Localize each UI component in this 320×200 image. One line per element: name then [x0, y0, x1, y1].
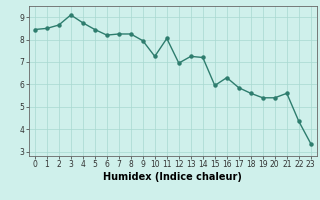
X-axis label: Humidex (Indice chaleur): Humidex (Indice chaleur): [103, 172, 242, 182]
